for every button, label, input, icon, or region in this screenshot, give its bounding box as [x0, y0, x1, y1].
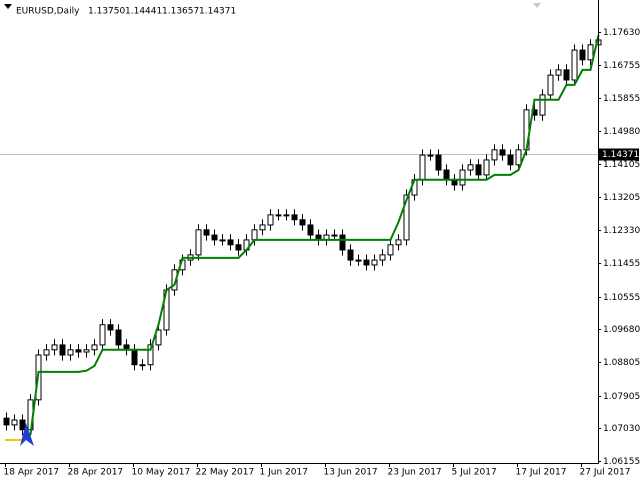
y-tick-label: 1.10555 — [603, 293, 640, 303]
symbol-marker — [4, 4, 12, 9]
candle-body — [563, 69, 570, 81]
x-tick-label: 1 Jun 2017 — [260, 468, 308, 478]
y-tick-label: 1.14105 — [603, 160, 640, 170]
candle-body — [579, 49, 586, 61]
candle-body — [283, 214, 290, 217]
price-label-box — [599, 148, 639, 161]
candle-body — [491, 149, 498, 161]
candle-body — [379, 254, 386, 261]
candle-body — [507, 154, 514, 166]
y-tick-label: 1.14980 — [603, 127, 640, 137]
candle-body — [203, 229, 210, 236]
x-tick-label: 5 Jul 2017 — [452, 468, 497, 478]
y-tick-label: 1.09680 — [603, 325, 640, 335]
candle-body — [219, 239, 226, 242]
candle-body — [387, 244, 394, 256]
candle-body — [227, 239, 234, 246]
ohlc-close: 1.14371 — [199, 7, 236, 17]
candle-body — [107, 324, 114, 331]
candle-body — [339, 234, 346, 251]
candle-body — [571, 49, 578, 81]
candle-body — [195, 229, 202, 256]
candle-body — [427, 154, 434, 157]
candle-body — [43, 349, 50, 356]
shift-marker — [533, 3, 541, 8]
x-tick-label: 23 Jun 2017 — [388, 468, 442, 478]
candle-body — [171, 269, 178, 291]
candle-body — [235, 244, 242, 251]
x-tick-label: 28 Apr 2017 — [68, 468, 124, 478]
candle-body — [331, 234, 338, 237]
candle-body — [499, 149, 506, 156]
candle-body — [267, 214, 274, 226]
candle-body — [3, 417, 10, 426]
x-tick-label: 10 May 2017 — [132, 468, 191, 478]
ohlc-high: 1.14441 — [125, 7, 162, 17]
y-tick-label: 1.07030 — [603, 424, 640, 434]
x-tick-label: 18 Apr 2017 — [4, 468, 60, 478]
candle-body — [443, 169, 450, 181]
y-tick-label: 1.12330 — [603, 226, 640, 236]
candle-body — [483, 159, 490, 176]
candle-body — [307, 224, 314, 236]
candle-body — [547, 74, 554, 96]
y-tick-label: 1.11455 — [603, 259, 640, 269]
candle-body — [275, 214, 282, 217]
candle-body — [347, 249, 354, 261]
candle-body — [395, 239, 402, 246]
candle-body — [67, 349, 74, 356]
x-tick-label: 17 Jul 2017 — [516, 468, 567, 478]
y-tick-label: 1.17630 — [603, 28, 640, 38]
indicator-line — [29, 34, 600, 435]
candle-body — [371, 259, 378, 266]
candle-body — [291, 214, 298, 221]
candle-body — [435, 154, 442, 171]
y-tick-label: 1.13205 — [603, 193, 640, 203]
candle-body — [515, 149, 522, 166]
symbol: EURUSD,Daily — [16, 7, 80, 17]
candle-body — [59, 344, 66, 356]
y-tick-label: 1.06155 — [603, 457, 640, 467]
candle-body — [419, 154, 426, 181]
candle-body — [251, 229, 258, 241]
candle-body — [147, 344, 154, 366]
plot-area — [0, 34, 602, 436]
candle-body — [363, 259, 370, 266]
y-tick-label: 1.07905 — [603, 392, 640, 402]
candle-body — [587, 44, 594, 61]
candle-body — [467, 164, 474, 171]
ohlc-low: 1.13657 — [162, 7, 199, 17]
x-tick-label: 27 Jul 2017 — [580, 468, 631, 478]
candle-body — [51, 344, 58, 351]
candle-body — [11, 419, 18, 426]
candle-body — [403, 194, 410, 241]
y-tick-label: 1.08805 — [603, 358, 640, 368]
candle-body — [115, 329, 122, 346]
x-tick-label: 13 Jun 2017 — [324, 468, 378, 478]
candle-body — [211, 234, 218, 241]
candle-body — [19, 419, 26, 431]
candle-body — [99, 324, 106, 346]
candle-body — [131, 349, 138, 366]
candle-body — [555, 69, 562, 76]
ohlc-open: 1.13750 — [88, 7, 125, 17]
y-tick-label: 1.15855 — [603, 94, 640, 104]
x-tick-label: 22 May 2017 — [196, 468, 255, 478]
candle-body — [83, 349, 90, 353]
candle-body — [299, 219, 306, 226]
candle-body — [539, 94, 546, 116]
candle-body — [259, 224, 266, 231]
price-label: 1.14371 — [602, 150, 639, 160]
start-arrow — [20, 423, 34, 446]
candle-body — [355, 259, 362, 262]
candle-body — [155, 329, 162, 346]
candle-body — [75, 349, 82, 353]
y-tick-label: 1.16755 — [603, 61, 640, 71]
candle-body — [459, 169, 466, 186]
candle-body — [91, 344, 98, 351]
candle-body — [139, 364, 146, 367]
candle-body — [475, 164, 482, 176]
